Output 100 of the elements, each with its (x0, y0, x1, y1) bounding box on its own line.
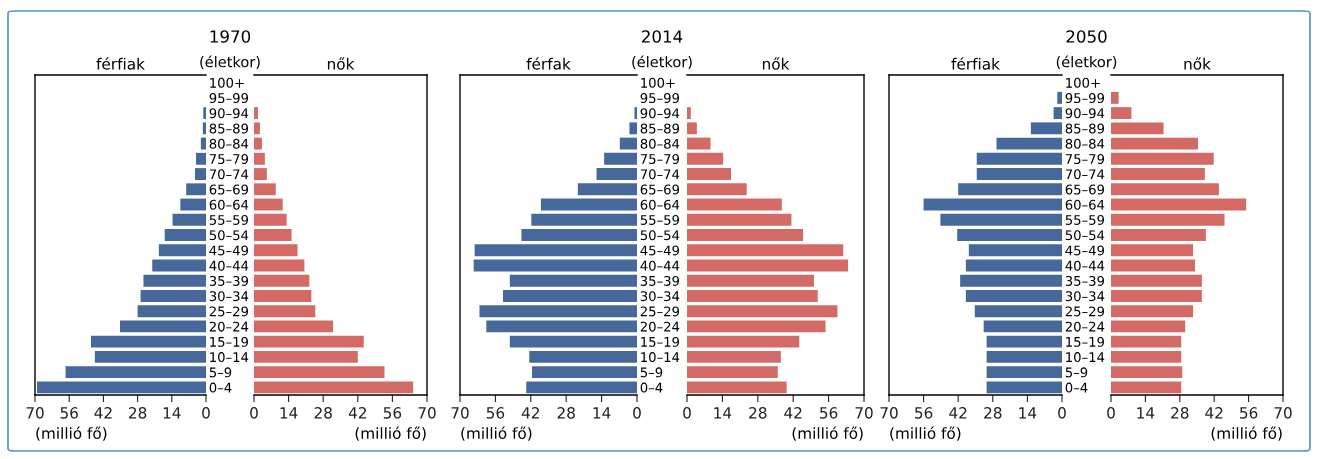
x-tick-label: 28 (1171, 407, 1189, 419)
bar (634, 107, 637, 120)
bar (983, 320, 1062, 333)
bar (1111, 213, 1225, 226)
bar (137, 305, 206, 318)
bar (120, 320, 206, 333)
bar (1111, 305, 1194, 318)
bar (687, 168, 731, 180)
bar (1030, 122, 1062, 135)
bar (986, 350, 1062, 363)
bar (486, 320, 637, 333)
y-tick-label: 15–19 (210, 336, 249, 347)
x-tick-label: 0 (633, 407, 641, 419)
bar (687, 381, 787, 394)
y-tick-label: 25–29 (640, 306, 680, 317)
x-tick-label: 14 (714, 407, 732, 419)
bar (1111, 183, 1219, 196)
bar (254, 305, 316, 318)
bar (180, 198, 206, 211)
x-tick-label: 28 (129, 407, 147, 419)
y-tick-label: 85–89 (1065, 123, 1105, 134)
x-tick-label: 56 (383, 407, 402, 419)
bar (1111, 198, 1247, 211)
bar (687, 152, 724, 165)
bar (254, 335, 364, 348)
x-tick-label: 70 (880, 407, 898, 419)
bar (254, 274, 310, 287)
x-tick-label: 56 (60, 407, 78, 419)
bar (254, 366, 385, 379)
x-axis-title: (millió fő) (1211, 426, 1282, 441)
x-axis-title: (millió fő) (890, 426, 961, 441)
bar (1111, 274, 1202, 287)
y-tick-label: 35–39 (1065, 275, 1105, 286)
y-tick-label: 65–69 (640, 184, 680, 195)
y-tick-label: 15–19 (641, 336, 680, 347)
bar (965, 290, 1062, 302)
y-tick-label: 55–59 (640, 214, 680, 225)
bar (532, 366, 637, 379)
bar (90, 335, 206, 348)
x-tick-label: 42 (94, 407, 112, 419)
bar (1111, 366, 1183, 379)
bar (976, 152, 1062, 165)
bar (254, 320, 334, 333)
bar (687, 320, 826, 333)
y-tick-label: 70–74 (640, 169, 680, 180)
y-tick-label: 80–84 (1065, 138, 1105, 149)
bar (687, 366, 778, 379)
bar (254, 137, 262, 150)
y-tick-label: 55–59 (1065, 214, 1105, 225)
y-tick-label: 10–14 (641, 352, 680, 363)
x-tick-label: 70 (26, 407, 44, 419)
bar (1111, 290, 1202, 302)
bar (596, 168, 637, 180)
y-tick-label: 15–19 (1066, 336, 1105, 347)
x-tick-label: 0 (1107, 407, 1115, 419)
x-tick-label: 42 (521, 407, 539, 419)
bar (1111, 137, 1198, 150)
y-tick-label: 80–84 (209, 138, 249, 149)
x-tick-label: 56 (486, 407, 505, 419)
chart-subtitle: férfak (526, 57, 571, 70)
x-axis-title: (millió fő) (36, 426, 107, 441)
bar (960, 274, 1062, 287)
x-tick-label: 0 (250, 407, 258, 419)
bar (687, 350, 781, 363)
bar (254, 229, 292, 241)
y-tick-label: 60–64 (1065, 199, 1105, 210)
chart-subtitle: nők (327, 57, 355, 70)
chart-title: 1970 (210, 30, 251, 43)
y-tick-label: 50–54 (640, 230, 680, 241)
x-tick-label: 42 (1205, 407, 1223, 419)
y-tick-label: 100+ (1066, 77, 1100, 88)
bar (687, 107, 691, 120)
y-tick-label: 60–64 (640, 199, 680, 210)
bar (986, 335, 1062, 348)
x-axis-title: (millió fő) (792, 426, 863, 441)
y-tick-label: 65–69 (209, 184, 249, 195)
x-tick-label: 14 (163, 407, 181, 419)
bar (254, 290, 312, 302)
x-tick-label: 56 (1240, 407, 1258, 419)
chart-title: 2014 (642, 30, 683, 43)
bar (254, 152, 265, 165)
bar (1111, 350, 1182, 363)
bar (976, 168, 1062, 180)
bar (958, 183, 1062, 196)
bar (203, 107, 206, 120)
y-tick-label: 95–99 (209, 93, 249, 104)
y-tick-label: 25–29 (209, 306, 249, 317)
bar (195, 168, 206, 180)
bar (619, 137, 637, 150)
bar (254, 122, 260, 135)
y-tick-label: 85–89 (640, 123, 680, 134)
bar (996, 137, 1062, 150)
x-tick-label: 28 (557, 407, 575, 419)
bar (687, 305, 838, 318)
y-tick-label: 70–74 (1065, 169, 1105, 180)
bar (986, 366, 1062, 379)
y-tick-label: 65–69 (1065, 184, 1105, 195)
y-tick-label: 5–9 (1065, 367, 1088, 378)
bar (1111, 107, 1132, 120)
bar (254, 213, 287, 226)
